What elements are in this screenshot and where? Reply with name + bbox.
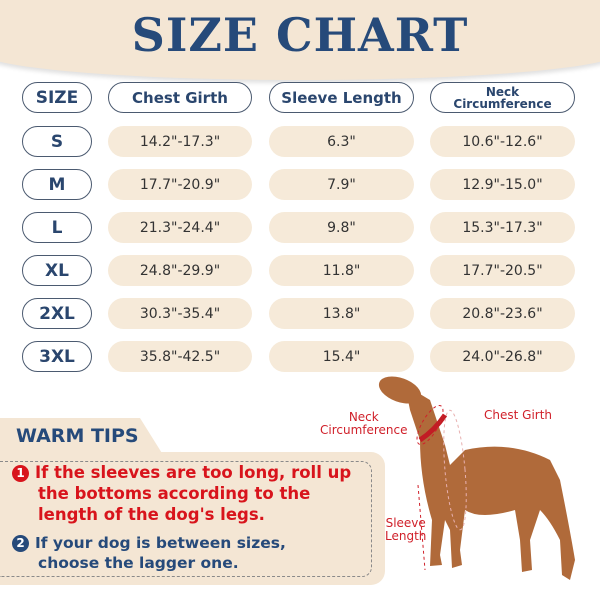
collar (418, 413, 448, 443)
size-label: XL (22, 255, 92, 286)
neck-label-line2: Circumference (320, 423, 408, 437)
warm-tips-heading: WARM TIPS (16, 425, 139, 447)
cell-sleeve: 15.4" (269, 341, 414, 372)
cell-neck: 17.7"-20.5" (430, 255, 575, 286)
header-chest-girth: Chest Girth (108, 82, 252, 113)
number-2-icon: 2 (12, 535, 29, 552)
size-label: 3XL (22, 341, 92, 372)
neck-label: Neck Circumference (320, 411, 408, 437)
chest-girth-label: Chest Girth (484, 408, 553, 422)
cell-neck: 12.9"-15.0" (430, 169, 575, 200)
cell-chest: 14.2"-17.3" (108, 126, 252, 157)
neck-label-line1: Neck (348, 410, 379, 424)
cell-neck: 24.0"-26.8" (430, 341, 575, 372)
number-1-icon: 1 (12, 465, 29, 482)
title-banner (0, 0, 600, 80)
cell-chest: 17.7"-20.9" (108, 169, 252, 200)
cell-sleeve: 9.8" (269, 212, 414, 243)
tip-2: 2 If your dog is between sizes, choose th… (12, 533, 286, 573)
cell-neck: 10.6"-12.6" (430, 126, 575, 157)
tip-1: 1 If the sleeves are too long, roll up th… (12, 462, 351, 525)
cell-chest: 21.3"-24.4" (108, 212, 252, 243)
warm-tips-box (0, 452, 385, 585)
sleeve-label-line2: Length (385, 529, 427, 543)
tip-2-line: choose the lagger one. (38, 554, 239, 572)
cell-chest: 35.8"-42.5" (108, 341, 252, 372)
page-title: SIZE CHART (131, 8, 469, 62)
cell-neck: 20.8"-23.6" (430, 298, 575, 329)
size-label: 2XL (22, 298, 92, 329)
size-label: S (22, 126, 92, 157)
header-neck-line2: Circumference (453, 96, 552, 111)
size-label: M (22, 169, 92, 200)
size-label: L (22, 212, 92, 243)
tip-1-line: the bottoms according to the (38, 484, 311, 503)
cell-sleeve: 13.8" (269, 298, 414, 329)
tip-2-line: If your dog is between sizes, (35, 534, 286, 552)
header-neck-circumference: Neck Circumference (430, 82, 575, 113)
dog-illustration (378, 376, 575, 580)
header-size: SIZE (22, 82, 92, 113)
sleeve-length-label: Sleeve Length (385, 517, 426, 543)
tip-1-line: If the sleeves are too long, roll up (35, 463, 352, 482)
cell-sleeve: 6.3" (269, 126, 414, 157)
cell-sleeve: 7.9" (269, 169, 414, 200)
dashed-border (0, 461, 372, 577)
warm-tips-tab (0, 418, 165, 458)
header-neck-line1: Neck (485, 84, 520, 99)
cell-chest: 24.8"-29.9" (108, 255, 252, 286)
header-sleeve-length: Sleeve Length (269, 82, 414, 113)
cell-sleeve: 11.8" (269, 255, 414, 286)
cell-chest: 30.3"-35.4" (108, 298, 252, 329)
sleeve-label-line1: Sleeve (385, 516, 426, 530)
cell-neck: 15.3"-17.3" (430, 212, 575, 243)
tip-1-line: length of the dog's legs. (38, 505, 265, 524)
